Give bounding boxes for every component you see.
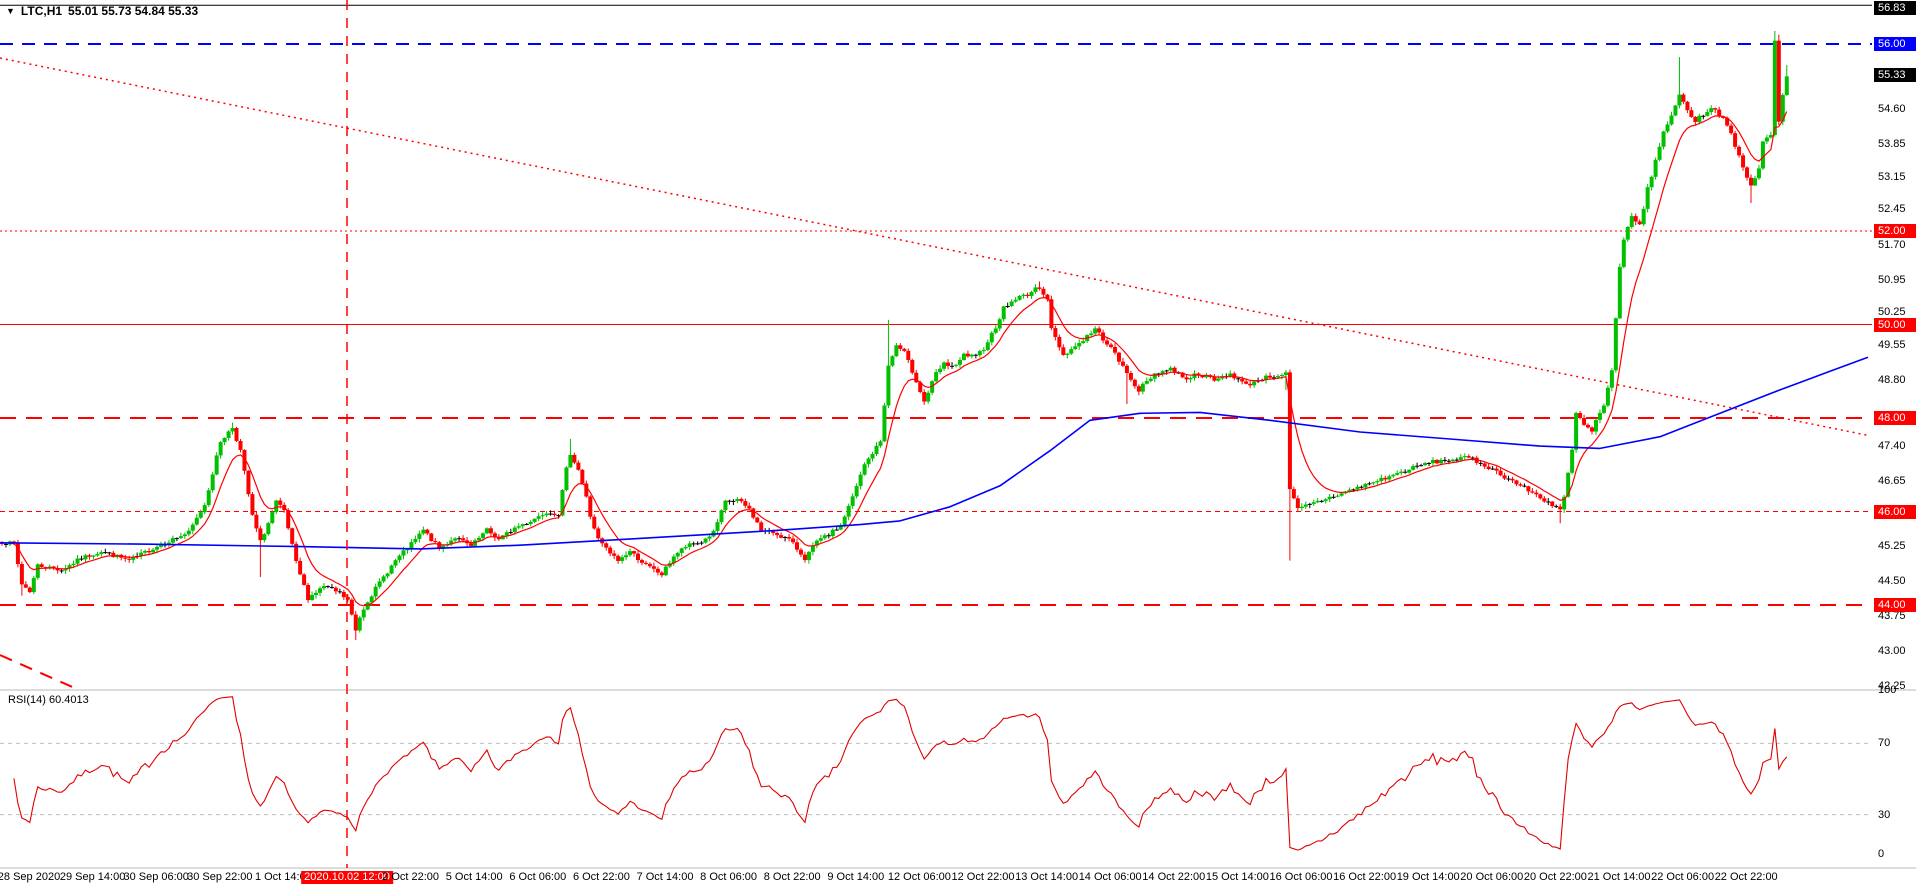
price-badge-56.83: 56.83 xyxy=(1874,0,1916,15)
price-tick-label: 54.60 xyxy=(1878,102,1906,115)
price-badge-52.00: 52.00 xyxy=(1874,224,1916,238)
time-label: 21 Oct 14:00 xyxy=(1587,871,1651,883)
price-tick-label: 45.25 xyxy=(1878,540,1906,553)
price-tick-label: 49.55 xyxy=(1878,339,1906,352)
time-label: 22 Oct 06:00 xyxy=(1651,871,1715,883)
rsi-tick-label: 70 xyxy=(1878,737,1891,750)
price-tick-label: 43.75 xyxy=(1878,610,1906,623)
price-tick-label: 52.45 xyxy=(1878,203,1906,216)
time-label: 2 Oct 22:00 xyxy=(382,871,440,883)
time-label: 20 Oct 06:00 xyxy=(1460,871,1524,883)
time-label: 5 Oct 14:00 xyxy=(445,871,503,883)
time-label: 14 Oct 06:00 xyxy=(1078,871,1142,883)
time-label: 6 Oct 22:00 xyxy=(572,871,630,883)
time-label: 8 Oct 22:00 xyxy=(763,871,821,883)
symbol-name: LTC,H1 xyxy=(20,4,63,18)
price-tick-label: 47.40 xyxy=(1878,439,1906,452)
price-tick-label: 50.25 xyxy=(1878,306,1906,319)
ma-slow-line[interactable] xyxy=(0,356,1869,550)
price-tick-label: 50.95 xyxy=(1878,273,1906,286)
price-tick-label: 46.65 xyxy=(1878,474,1906,487)
time-label: 20 Oct 22:00 xyxy=(1523,871,1587,883)
price-tick-label: 42.25 xyxy=(1878,680,1906,693)
candles-layer xyxy=(0,30,1789,641)
time-label: 29 Sep 14:00 xyxy=(59,871,126,883)
time-label: 19 Oct 14:00 xyxy=(1396,871,1460,883)
rsi-line xyxy=(13,696,1788,851)
price-tick-label: 44.50 xyxy=(1878,575,1906,588)
price-badge-50.00: 50.00 xyxy=(1874,317,1916,332)
time-label: 7 Oct 14:00 xyxy=(636,871,694,883)
main-pane[interactable] xyxy=(0,4,1872,688)
rsi-tick-label: 0 xyxy=(1878,848,1885,860)
time-label: 1 Oct 14:00 xyxy=(254,871,312,883)
time-label: 6 Oct 06:00 xyxy=(509,871,567,883)
price-badge-55.33: 55.33 xyxy=(1874,68,1916,83)
price-tick-label: 51.70 xyxy=(1878,238,1906,251)
rsi-indicator-label: RSI(14) 60.4013 xyxy=(8,694,89,706)
price-tick-label: 48.80 xyxy=(1878,374,1906,387)
time-label: 30 Sep 22:00 xyxy=(187,871,253,883)
symbol-ohlc-values: 55.01 55.73 54.84 55.33 xyxy=(68,4,199,18)
time-label: 8 Oct 06:00 xyxy=(700,871,758,883)
time-label: 16 Oct 06:00 xyxy=(1269,871,1333,883)
time-label: 30 Sep 06:00 xyxy=(123,871,189,883)
collapse-arrow-icon[interactable]: ▼ xyxy=(6,5,15,16)
time-label-highlighted: 2020.10.02 12:00 xyxy=(301,871,393,884)
rsi-tick-label: 100 xyxy=(1878,684,1897,696)
time-label: 13 Oct 14:00 xyxy=(1015,871,1079,883)
ma-fast-line[interactable] xyxy=(9,111,1788,607)
price-tick-label: 53.85 xyxy=(1878,138,1906,150)
trendline-2[interactable] xyxy=(0,654,73,688)
price-badge-56.00: 56.00 xyxy=(1874,37,1916,51)
price-badge-46.00: 46.00 xyxy=(1874,504,1916,519)
time-label: 9 Oct 14:00 xyxy=(827,871,885,883)
time-label: 12 Oct 22:00 xyxy=(951,871,1015,883)
rsi-pane[interactable] xyxy=(0,696,1872,851)
symbol-info-bar[interactable]: ▼ LTC,H1 55.01 55.73 54.84 55.33 xyxy=(6,4,198,18)
time-label: 22 Oct 22:00 xyxy=(1714,871,1778,883)
price-tick-label: 53.15 xyxy=(1878,170,1906,183)
time-label: 16 Oct 22:00 xyxy=(1333,871,1397,883)
price-badge-48.00: 48.00 xyxy=(1874,411,1916,425)
price-tick-label: 43.00 xyxy=(1878,645,1906,658)
time-label: 15 Oct 14:00 xyxy=(1205,871,1269,883)
time-label: 28 Sep 2020 xyxy=(0,871,61,883)
time-label: 12 Oct 06:00 xyxy=(887,871,951,883)
rsi-tick-label: 30 xyxy=(1878,808,1891,821)
time-label: 14 Oct 22:00 xyxy=(1142,871,1206,883)
price-badge-44.00: 44.00 xyxy=(1874,598,1916,612)
